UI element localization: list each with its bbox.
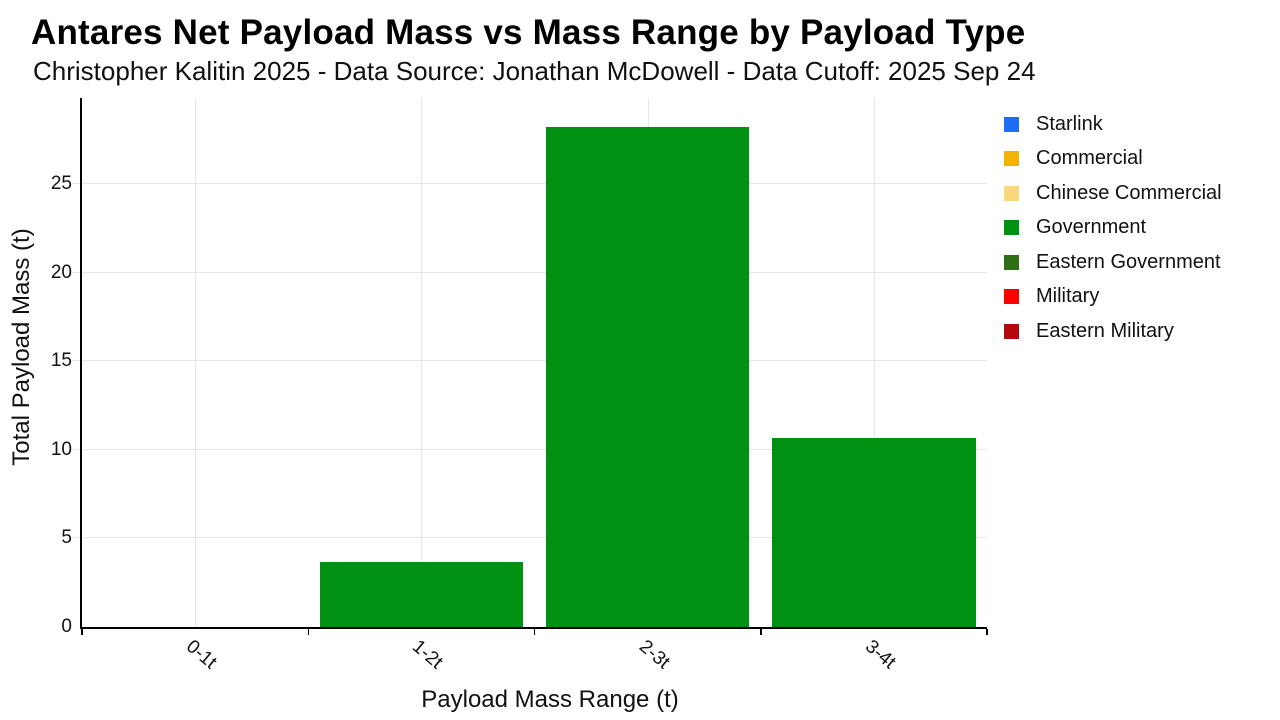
x-tick-mark (533, 629, 536, 635)
x-tick-mark (760, 629, 762, 635)
gridline-horizontal (82, 537, 987, 539)
legend-item: Military (1004, 284, 1222, 310)
x-tick-label: 0-1t (182, 636, 221, 674)
x-tick-label: 2-3t (634, 636, 674, 674)
bar-government (319, 562, 524, 627)
gridline-horizontal (82, 360, 987, 362)
legend-swatch (1004, 151, 1019, 166)
legend-label: Starlink (1036, 112, 1103, 135)
legend-label: Eastern Government (1036, 250, 1221, 273)
legend-label: Government (1036, 216, 1147, 238)
y-tick-label: 0 (61, 616, 72, 637)
legend-label: Military (1036, 285, 1100, 307)
y-tick-mark (73, 537, 80, 539)
legend-swatch (1004, 185, 1019, 201)
legend-label: Chinese Commercial (1036, 181, 1222, 204)
legend-swatch (1004, 289, 1019, 304)
y-tick-label: 5 (61, 527, 72, 549)
y-tick-label: 25 (50, 172, 72, 194)
legend-item: Chinese Commercial (1004, 180, 1222, 206)
x-tick-label: 3-4t (860, 636, 900, 674)
x-axis-title: Payload Mass Range (t) (421, 686, 679, 713)
y-tick-mark (73, 360, 80, 362)
legend-item: Starlink (1004, 111, 1222, 137)
gridline-horizontal (82, 448, 987, 450)
chart-title: Antares Net Payload Mass vs Mass Range b… (31, 13, 1026, 52)
legend-item: Commercial (1004, 146, 1222, 172)
legend-swatch (1004, 116, 1019, 132)
y-tick-mark (73, 448, 80, 450)
gridline-horizontal (82, 182, 987, 184)
legend-swatch (1004, 323, 1019, 339)
y-tick-mark (73, 271, 80, 273)
legend: Starlink Commercial Chinese Commercial Gove… (1004, 111, 1222, 353)
legend-swatch (1004, 254, 1019, 270)
gridline-vertical (195, 98, 197, 627)
legend-label: Eastern Military (1036, 319, 1174, 342)
legend-item: Eastern Military (1004, 318, 1222, 344)
chart-subtitle: Christopher Kalitin 2025 - Data Source: … (33, 56, 1036, 86)
legend-label: Commercial (1036, 147, 1143, 169)
legend-swatch (1004, 220, 1019, 235)
bar-government (545, 127, 750, 627)
y-tick-label: 20 (50, 261, 72, 283)
bar-government (772, 438, 976, 627)
legend-item: Government (1004, 215, 1222, 241)
legend-item: Eastern Government (1004, 249, 1222, 275)
gridline-horizontal (82, 271, 987, 273)
gridline-vertical (421, 98, 423, 627)
x-tick-mark (307, 629, 309, 635)
y-tick-mark (73, 182, 80, 184)
gridline-vertical (873, 98, 875, 627)
plot-area: 0 5 10 15 20 25 0-1t 1-2t 2-3t 3-4t (51, 98, 988, 673)
x-tick-mark (81, 629, 83, 635)
x-tick-mark (986, 629, 988, 635)
y-tick-label: 15 (50, 350, 72, 372)
x-tick-label: 1-2t (408, 636, 447, 674)
y-tick-label: 10 (50, 438, 72, 460)
